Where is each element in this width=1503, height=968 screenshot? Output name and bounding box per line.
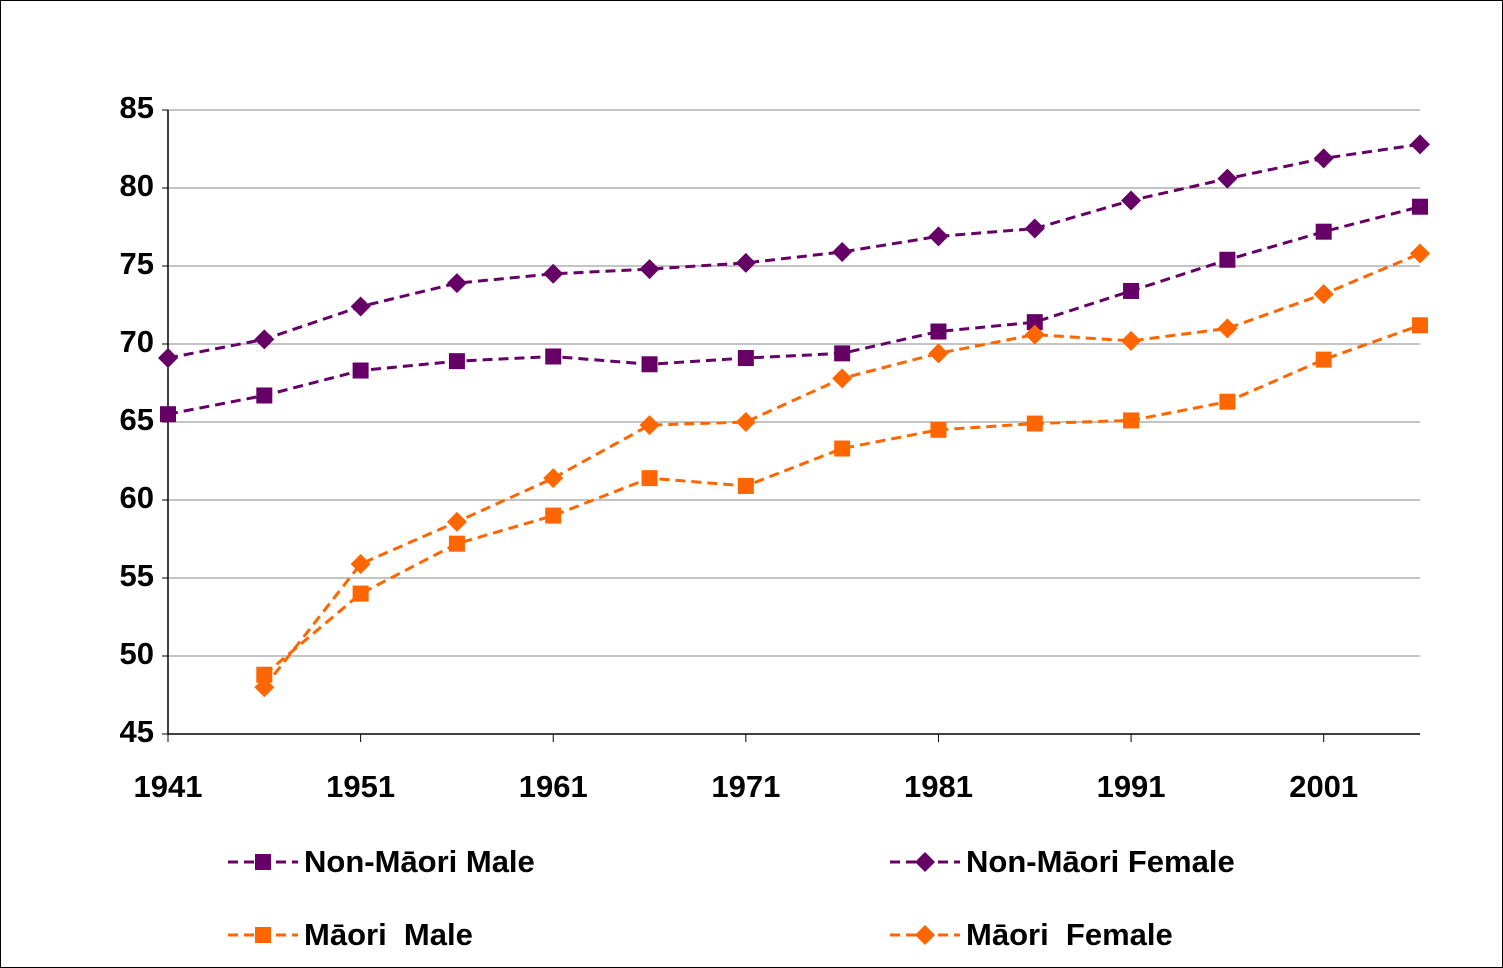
marker xyxy=(1412,317,1428,334)
marker xyxy=(735,252,756,273)
marker xyxy=(1313,148,1334,169)
x-tick-label: 1981 xyxy=(904,769,973,804)
marker xyxy=(737,350,754,367)
marker xyxy=(1219,393,1236,410)
marker xyxy=(1217,318,1238,339)
marker xyxy=(545,348,562,365)
marker xyxy=(1121,330,1142,351)
y-tick-label: 60 xyxy=(120,480,154,515)
marker xyxy=(639,415,660,436)
series-line xyxy=(167,205,1421,416)
marker xyxy=(930,323,947,340)
marker xyxy=(1315,351,1332,368)
y-tick-label: 85 xyxy=(120,90,154,125)
marker xyxy=(160,406,176,423)
x-tick-label: 1991 xyxy=(1097,769,1166,804)
marker xyxy=(158,348,178,369)
marker xyxy=(350,553,371,574)
marker xyxy=(1217,168,1238,189)
marker xyxy=(448,353,465,370)
marker xyxy=(545,507,562,524)
legend-label: Non-Māori Male xyxy=(304,844,535,879)
marker xyxy=(1024,218,1045,239)
legend-marker xyxy=(915,852,935,872)
legend-marker xyxy=(255,927,271,943)
legend-marker xyxy=(255,854,271,870)
x-tick-label: 1961 xyxy=(519,769,588,804)
series-line xyxy=(167,142,1421,360)
marker xyxy=(543,263,564,284)
marker xyxy=(641,470,658,487)
marker xyxy=(737,477,754,494)
marker xyxy=(254,329,275,350)
marker xyxy=(928,343,949,364)
x-tick-label: 1951 xyxy=(326,769,395,804)
legend-label: Māori Male xyxy=(304,917,473,952)
marker xyxy=(930,421,947,438)
legend-label: Non-Māori Female xyxy=(966,844,1235,879)
x-tick-label: 2001 xyxy=(1289,769,1358,804)
y-tick-label: 45 xyxy=(120,714,154,749)
marker xyxy=(834,440,851,457)
marker xyxy=(1024,324,1045,345)
marker xyxy=(735,412,756,432)
marker xyxy=(1026,314,1043,331)
y-tick-label: 50 xyxy=(120,636,154,671)
marker xyxy=(350,296,371,317)
marker xyxy=(256,666,273,683)
legend-label: Māori Female xyxy=(966,917,1173,952)
marker xyxy=(1121,190,1142,211)
y-tick-label: 55 xyxy=(120,558,154,593)
y-tick-label: 70 xyxy=(120,324,154,359)
marker xyxy=(352,362,369,379)
marker xyxy=(639,259,660,280)
marker xyxy=(1123,412,1140,429)
marker xyxy=(928,226,949,247)
marker xyxy=(834,345,851,362)
legend-marker xyxy=(915,925,935,945)
marker xyxy=(254,677,275,698)
marker xyxy=(1123,282,1140,299)
marker xyxy=(1315,223,1332,240)
marker xyxy=(1313,284,1334,305)
marker xyxy=(1026,415,1043,432)
marker xyxy=(832,241,853,262)
marker xyxy=(1219,251,1236,268)
marker xyxy=(832,368,853,389)
marker xyxy=(1412,198,1428,215)
y-tick-label: 65 xyxy=(120,402,154,437)
x-tick-label: 1941 xyxy=(134,769,203,804)
x-tick-label: 1971 xyxy=(711,769,780,804)
y-tick-label: 75 xyxy=(120,246,154,281)
marker xyxy=(1410,243,1430,264)
marker xyxy=(641,356,658,373)
y-tick-label: 80 xyxy=(120,168,154,203)
marker xyxy=(446,273,467,294)
marker xyxy=(352,585,369,602)
marker xyxy=(448,535,465,552)
marker xyxy=(256,387,273,404)
marker xyxy=(446,511,467,532)
marker xyxy=(1410,134,1430,155)
marker xyxy=(543,468,564,489)
